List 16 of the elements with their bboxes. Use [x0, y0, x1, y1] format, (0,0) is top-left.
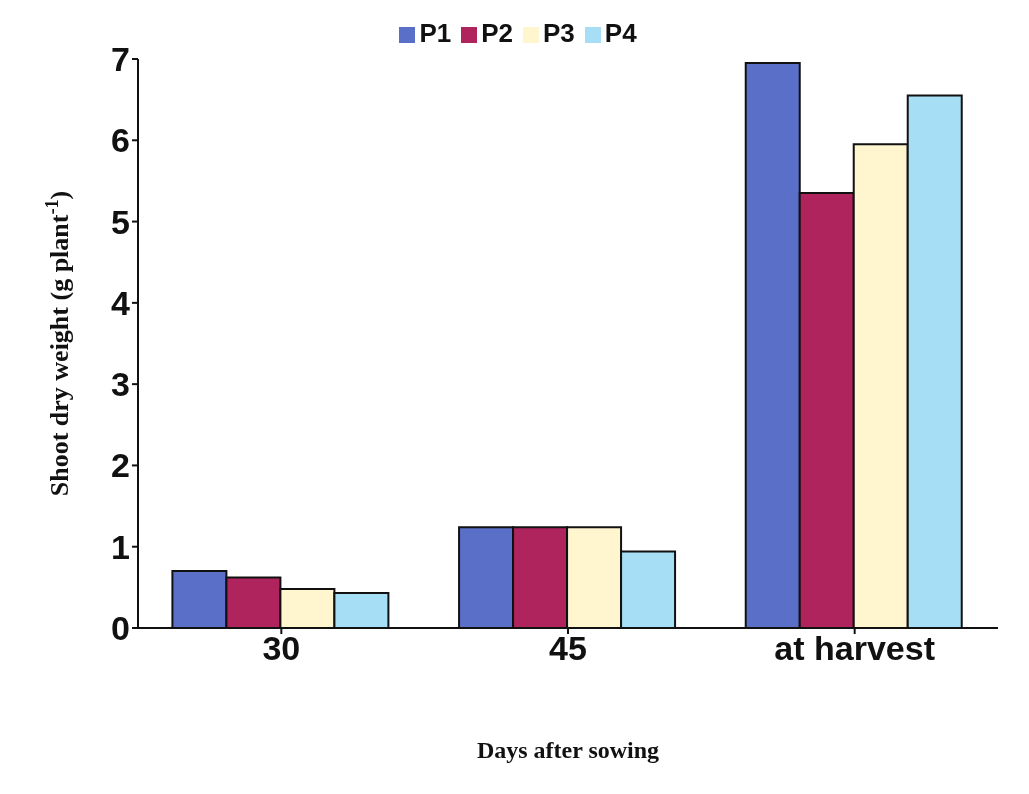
y-tick-label: 6 — [111, 121, 130, 160]
x-tick-label: 45 — [549, 629, 587, 668]
y-tick-label: 1 — [111, 527, 130, 566]
legend-label: P1 — [419, 18, 452, 48]
y-tick-label: 4 — [111, 283, 131, 322]
y-tick-label: 5 — [111, 202, 130, 241]
y-tick-label: 7 — [111, 40, 130, 79]
y-tick-label: 3 — [111, 365, 130, 404]
legend-label: P3 — [543, 18, 575, 48]
legend-label: P2 — [481, 18, 513, 48]
y-tick-label: 2 — [111, 446, 130, 485]
y-tick-label: 0 — [111, 609, 130, 648]
legend-label: P4 — [604, 18, 637, 48]
x-tick-label: 30 — [262, 629, 301, 668]
x-tick-label: at harvest — [774, 629, 935, 668]
x-axis-title: Days after sowing — [476, 737, 660, 763]
